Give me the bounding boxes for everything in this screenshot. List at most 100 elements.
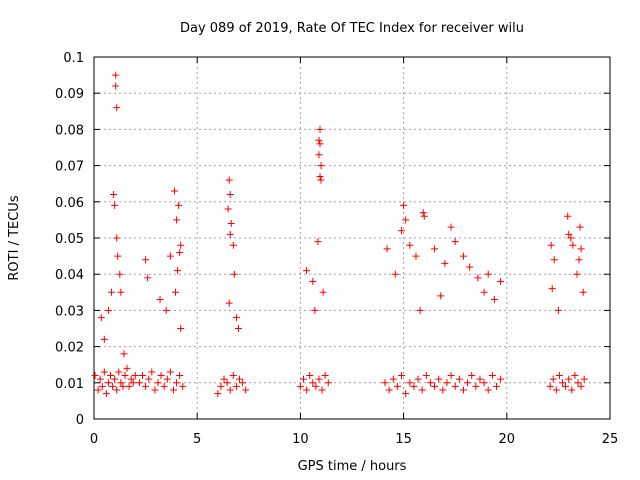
data-point — [91, 372, 99, 380]
chart-title: Day 089 of 2019, Rate Of TEC Index for r… — [180, 21, 524, 36]
data-point — [318, 386, 326, 394]
data-point — [156, 296, 164, 304]
x-tick-label: 25 — [602, 432, 619, 447]
data-point — [224, 205, 232, 213]
data-point — [451, 238, 459, 246]
data-point — [484, 270, 492, 278]
data-point — [166, 368, 174, 376]
y-tick-label: 0.05 — [55, 232, 84, 247]
data-point — [111, 201, 119, 209]
x-tick-label: 0 — [90, 432, 98, 447]
data-point — [303, 386, 311, 394]
data-point — [116, 270, 124, 278]
data-point — [439, 386, 447, 394]
data-point — [306, 372, 314, 380]
y-axis-label: ROTI / TECUs — [7, 195, 22, 280]
data-point — [312, 382, 320, 390]
data-point — [484, 386, 492, 394]
data-point — [406, 241, 414, 249]
data-point — [173, 379, 181, 387]
data-point — [567, 234, 575, 242]
data-point — [577, 382, 585, 390]
data-point — [571, 372, 579, 380]
data-point — [127, 375, 135, 383]
data-point — [177, 241, 185, 249]
y-tick-label: 0.1 — [63, 51, 84, 66]
data-point — [393, 382, 401, 390]
data-point — [562, 382, 570, 390]
data-point — [422, 372, 430, 380]
data-point — [316, 125, 324, 133]
data-point — [406, 379, 414, 387]
data-point — [239, 379, 247, 387]
data-point — [547, 241, 555, 249]
data-point — [220, 375, 228, 383]
data-point — [497, 375, 505, 383]
data-point — [148, 368, 156, 376]
data-point — [217, 382, 225, 390]
data-point — [100, 368, 108, 376]
data-point — [383, 245, 391, 253]
data-point — [135, 379, 143, 387]
y-tick-label: 0.06 — [55, 196, 84, 211]
data-point — [139, 372, 147, 380]
data-point — [225, 176, 233, 184]
data-point — [451, 382, 459, 390]
data-point — [174, 267, 182, 275]
data-point — [435, 375, 443, 383]
data-point — [226, 386, 234, 394]
data-point — [314, 238, 322, 246]
data-point — [145, 375, 153, 383]
data-point — [114, 252, 122, 260]
data-point — [548, 285, 556, 293]
data-point — [316, 172, 324, 180]
data-point — [296, 382, 304, 390]
data-point — [564, 212, 572, 220]
data-point — [163, 375, 171, 383]
data-point — [579, 288, 587, 296]
data-point — [109, 382, 117, 390]
x-axis-label: GPS time / hours — [298, 459, 407, 474]
data-point — [488, 372, 496, 380]
data-point — [443, 379, 451, 387]
data-point — [426, 379, 434, 387]
data-point — [111, 375, 119, 383]
data-point — [129, 379, 137, 387]
x-tick-label: 15 — [395, 432, 412, 447]
data-point — [142, 256, 150, 264]
data-point — [154, 379, 162, 387]
data-point — [402, 390, 410, 398]
data-point — [166, 252, 174, 260]
data-point — [125, 382, 133, 390]
data-point — [419, 209, 427, 217]
data-point — [113, 386, 121, 394]
data-point — [398, 372, 406, 380]
data-point — [552, 386, 560, 394]
y-tick-label: 0.09 — [55, 87, 84, 102]
data-point — [117, 288, 125, 296]
data-point — [162, 306, 170, 314]
data-point — [175, 201, 183, 209]
data-point — [447, 223, 455, 231]
data-point — [173, 216, 181, 224]
data-point — [410, 382, 418, 390]
data-point — [574, 379, 582, 387]
data-point — [229, 372, 237, 380]
data-point — [580, 375, 588, 383]
data-point — [144, 274, 152, 282]
data-point — [104, 306, 112, 314]
data-point — [316, 140, 324, 148]
data-point — [416, 306, 424, 314]
data-point — [490, 296, 498, 304]
data-point — [455, 375, 463, 383]
data-points — [91, 71, 588, 398]
data-point — [464, 379, 472, 387]
data-point — [232, 314, 240, 322]
data-point — [311, 306, 319, 314]
data-point — [94, 386, 102, 394]
data-point — [160, 382, 168, 390]
data-point — [555, 372, 563, 380]
data-point — [385, 386, 393, 394]
data-point — [97, 314, 105, 322]
